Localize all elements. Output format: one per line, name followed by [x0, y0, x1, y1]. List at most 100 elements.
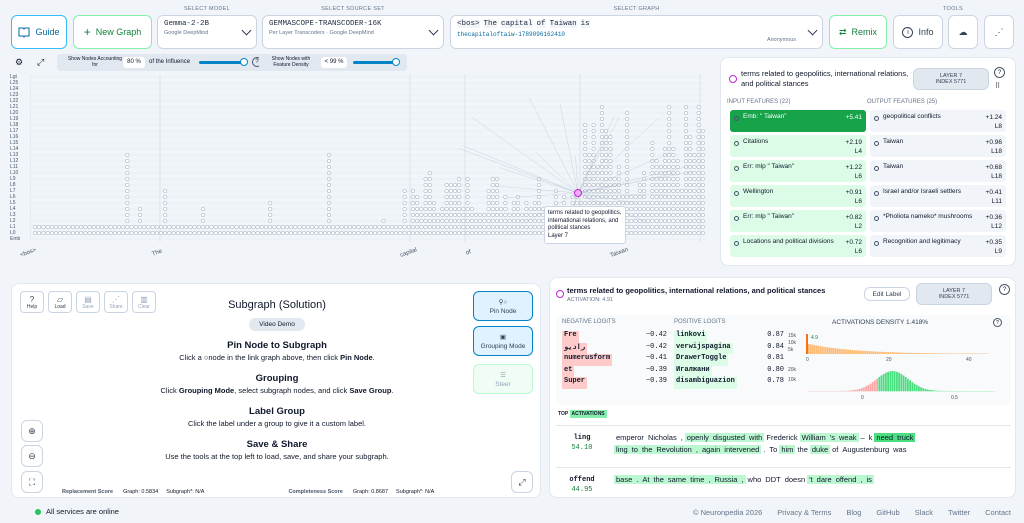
graph-node[interactable] [410, 212, 416, 218]
graph-node[interactable] [444, 194, 449, 200]
graph-node[interactable] [469, 230, 474, 236]
graph-node[interactable] [679, 218, 684, 224]
graph-node[interactable] [503, 224, 508, 230]
graph-node[interactable] [511, 212, 516, 218]
footer-link[interactable]: Blog [846, 508, 862, 517]
graph-node[interactable] [200, 230, 206, 236]
graph-node[interactable] [591, 194, 596, 200]
graph-node[interactable] [452, 230, 458, 236]
graph-node[interactable] [461, 224, 466, 230]
graph-node[interactable] [675, 188, 680, 194]
feature-item[interactable]: Recognition and legitimacy +0.35 L9 [870, 235, 1006, 257]
video-demo-button[interactable]: Video Demo [249, 318, 305, 331]
graph-node[interactable] [515, 200, 521, 206]
graph-node[interactable] [297, 224, 302, 230]
graph-node[interactable] [465, 230, 470, 236]
graph-node[interactable] [536, 182, 542, 188]
graph-node[interactable] [377, 230, 382, 236]
graph-node[interactable] [213, 224, 218, 230]
graph-node[interactable] [53, 224, 59, 230]
graph-node[interactable] [490, 230, 495, 236]
graph-node[interactable] [314, 224, 319, 230]
graph-node[interactable] [683, 206, 689, 212]
graph-node[interactable] [242, 224, 248, 230]
graph-node[interactable] [520, 230, 525, 236]
graph-node[interactable] [352, 230, 357, 236]
graph-node[interactable] [415, 224, 420, 230]
feature-item[interactable]: Wellington +0.91 L6 [730, 185, 866, 207]
graph-node[interactable] [79, 230, 84, 236]
graph-node[interactable] [423, 206, 428, 212]
graph-node[interactable] [591, 152, 596, 158]
graph-node[interactable] [692, 158, 697, 164]
graph-node[interactable] [604, 170, 609, 176]
graph-node[interactable] [356, 230, 361, 236]
graph-node[interactable] [662, 182, 668, 188]
graph-node[interactable] [494, 224, 500, 230]
graph-node[interactable] [482, 218, 487, 224]
graph-node[interactable] [612, 194, 617, 200]
graph-node[interactable] [650, 218, 655, 224]
graph-node[interactable] [347, 224, 353, 230]
graph-node[interactable] [259, 230, 264, 236]
graph-node[interactable] [700, 128, 705, 134]
graph-node[interactable] [688, 218, 693, 224]
density-input[interactable]: < 99 % [321, 57, 347, 68]
graph-node[interactable] [629, 206, 634, 212]
graph-node[interactable] [343, 230, 348, 236]
drag-handle-icon[interactable]: ⠿ [995, 83, 1001, 90]
graph-node[interactable] [423, 212, 428, 218]
graph-node[interactable] [410, 224, 416, 230]
graph-node[interactable] [675, 194, 680, 200]
graph-node[interactable] [692, 152, 697, 158]
graph-node[interactable] [217, 224, 222, 230]
graph-node[interactable] [255, 230, 260, 236]
graph-node[interactable] [574, 200, 579, 206]
graph-node[interactable] [629, 230, 634, 236]
graph-node[interactable] [667, 206, 672, 212]
graph-node[interactable] [226, 230, 231, 236]
graph-node[interactable] [700, 212, 705, 218]
graph-node[interactable] [700, 206, 705, 212]
graph-node[interactable] [507, 212, 512, 218]
graph-node[interactable] [381, 224, 386, 230]
graph-node[interactable] [570, 194, 575, 200]
graph-node[interactable] [662, 230, 668, 236]
graph-node[interactable] [528, 212, 533, 218]
graph-node[interactable] [650, 182, 655, 188]
graph-node[interactable] [629, 218, 634, 224]
graph-node[interactable] [599, 188, 605, 194]
graph-node[interactable] [427, 200, 432, 206]
graph-node[interactable] [314, 230, 319, 236]
graph-node[interactable] [284, 230, 290, 236]
graph-node[interactable] [692, 176, 697, 182]
graph-node[interactable] [188, 230, 193, 236]
graph-node[interactable] [402, 230, 407, 236]
graph-node[interactable] [200, 206, 206, 212]
tool-clear-button[interactable]: ▥ Clear [132, 291, 156, 313]
tool-save-button[interactable]: ▤ Save [76, 291, 100, 313]
graph-node[interactable] [599, 164, 605, 170]
graph-node[interactable] [272, 224, 277, 230]
graph-node[interactable] [91, 230, 96, 236]
graph-node[interactable] [583, 122, 588, 128]
graph-node[interactable] [116, 230, 122, 236]
graph-node[interactable] [167, 230, 172, 236]
graph-node[interactable] [696, 224, 701, 230]
graph-node[interactable] [654, 164, 659, 170]
graph-node[interactable] [423, 188, 428, 194]
graph-node[interactable] [326, 212, 332, 218]
graph-node[interactable] [431, 212, 437, 218]
graph-node[interactable] [410, 206, 416, 212]
graph-node[interactable] [457, 206, 462, 212]
graph-node[interactable] [646, 224, 651, 230]
graph-node[interactable] [137, 206, 143, 212]
graph-node[interactable] [587, 164, 592, 170]
graph-node[interactable] [700, 146, 705, 152]
graph-node[interactable] [595, 188, 600, 194]
graph-node[interactable] [440, 206, 445, 212]
share-button[interactable]: ⋰ [984, 15, 1014, 49]
graph-node[interactable] [415, 206, 420, 212]
graph-node[interactable] [604, 146, 609, 152]
graph-node[interactable] [667, 134, 672, 140]
